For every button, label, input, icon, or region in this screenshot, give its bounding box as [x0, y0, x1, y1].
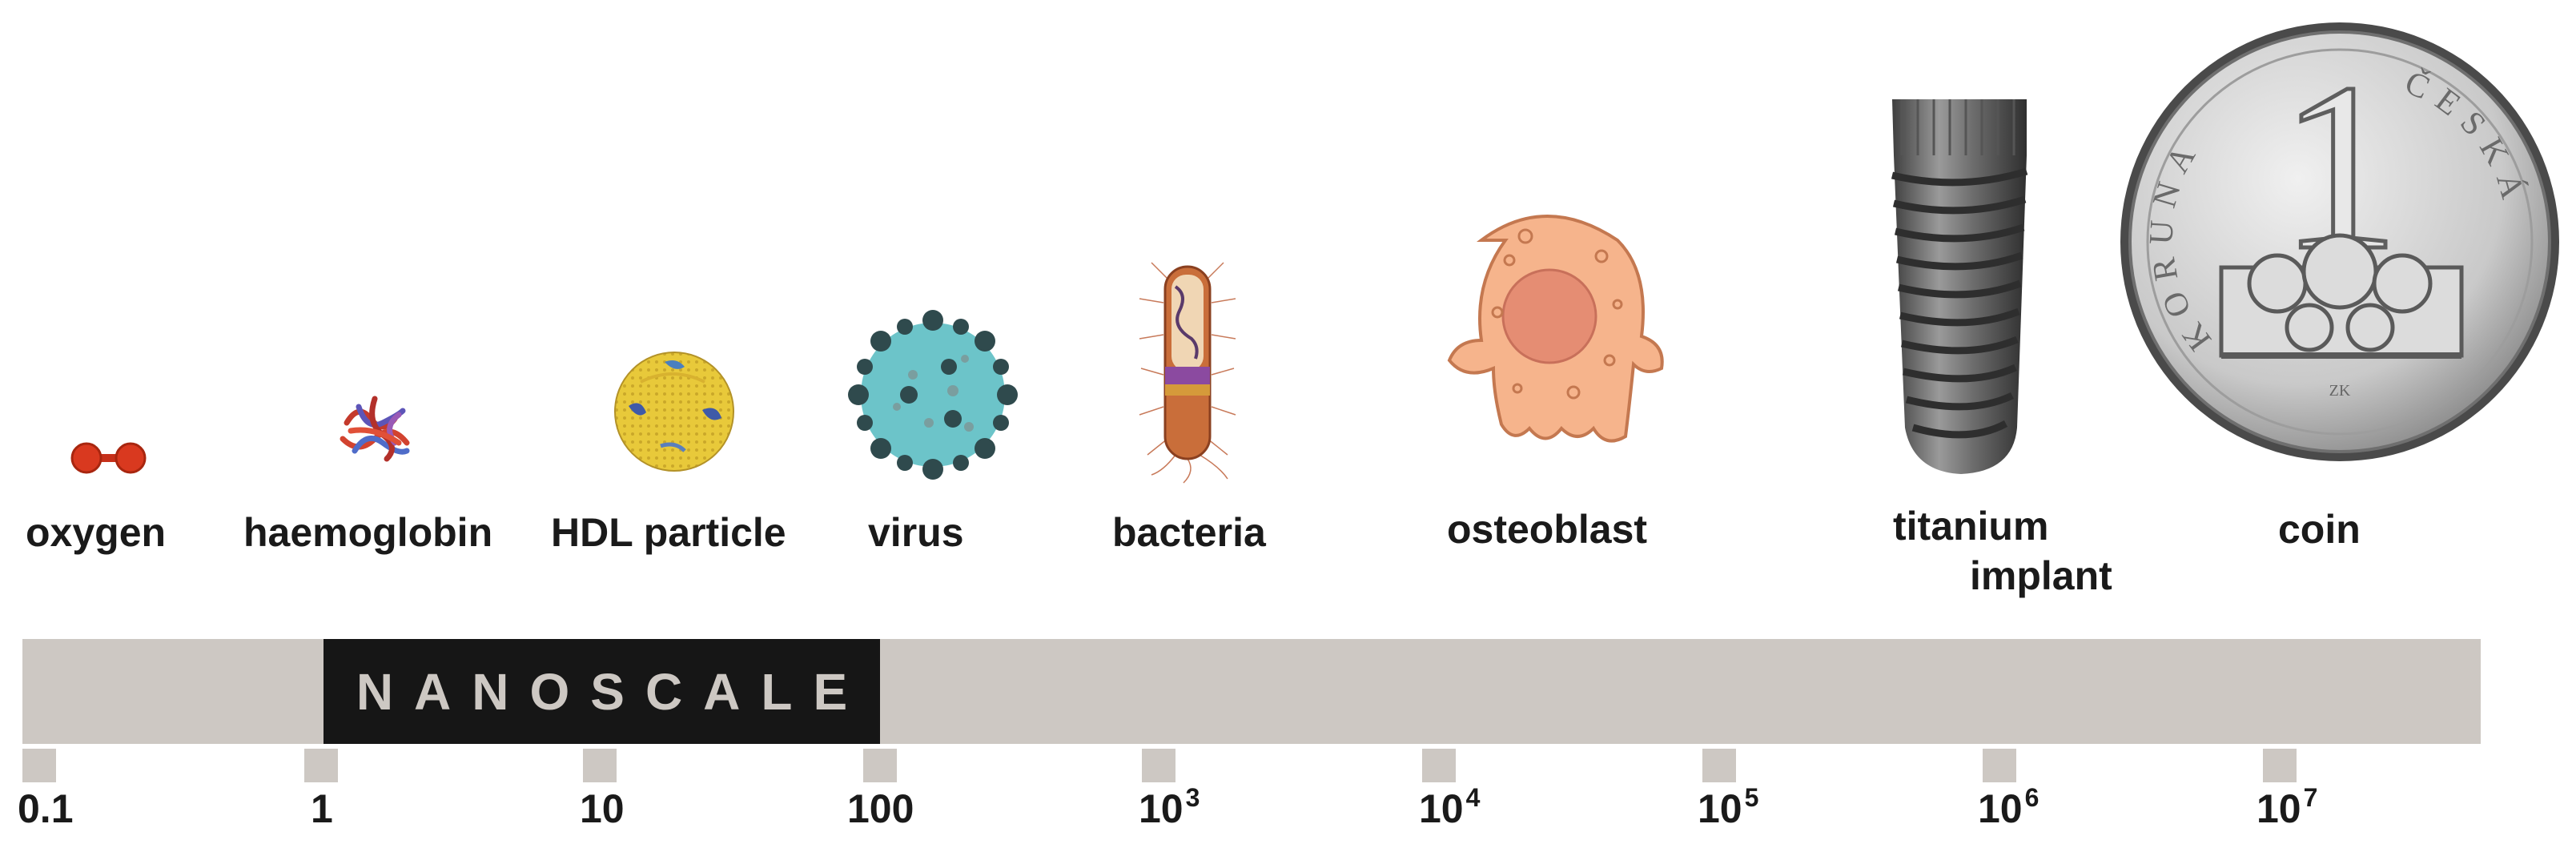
label-virus: virus [868, 510, 964, 555]
tick-mark [1702, 749, 1736, 782]
tick-label: 100 [847, 786, 914, 831]
label-hdl-particle: HDL particle [551, 510, 786, 555]
oxygen-molecule-icon [70, 442, 147, 474]
tick-mark [1422, 749, 1456, 782]
nanoscale-region: NANOSCALE [324, 639, 880, 744]
nanoscale-label: NANOSCALE [356, 662, 869, 721]
hdl-particle-icon [614, 352, 734, 472]
coin-designer-mark: ZK [2329, 382, 2351, 400]
label-coin: coin [2278, 507, 2361, 552]
tick-label: 104 [1419, 783, 1481, 831]
coin-numeral: 1 [2280, 34, 2400, 299]
label-oxygen: oxygen [26, 510, 167, 555]
label-haemoglobin: haemoglobin [243, 510, 493, 555]
tick-label: 10 [580, 786, 625, 831]
tick-mark [1983, 749, 2016, 782]
tick-label: 1 [311, 786, 333, 831]
tick-label: 0.1 [18, 786, 74, 831]
tick-mark [22, 749, 56, 782]
label-titanium: titanium [1893, 504, 2049, 549]
tick-label: 105 [1698, 783, 1759, 831]
tick-mark [583, 749, 617, 782]
tick-mark [304, 749, 338, 782]
tick-mark [2263, 749, 2297, 782]
tick-label: 107 [2257, 783, 2318, 831]
haemoglobin-protein-icon [340, 396, 410, 462]
coin-icon: 1 KORUNA ČESKÁ ZK [2120, 22, 2559, 461]
tick-mark [1142, 749, 1175, 782]
label-implant: implant [1970, 553, 2112, 598]
virus-icon [848, 310, 1018, 480]
osteoblast-cell-icon [1447, 215, 1664, 443]
bacteria-icon [1139, 262, 1236, 484]
tick-label: 106 [1978, 783, 2040, 831]
tick-mark [863, 749, 897, 782]
label-osteoblast: osteoblast [1447, 507, 1648, 552]
label-bacteria: bacteria [1112, 510, 1266, 555]
tick-label: 103 [1139, 783, 1200, 831]
titanium-implant-icon [1891, 99, 2028, 474]
